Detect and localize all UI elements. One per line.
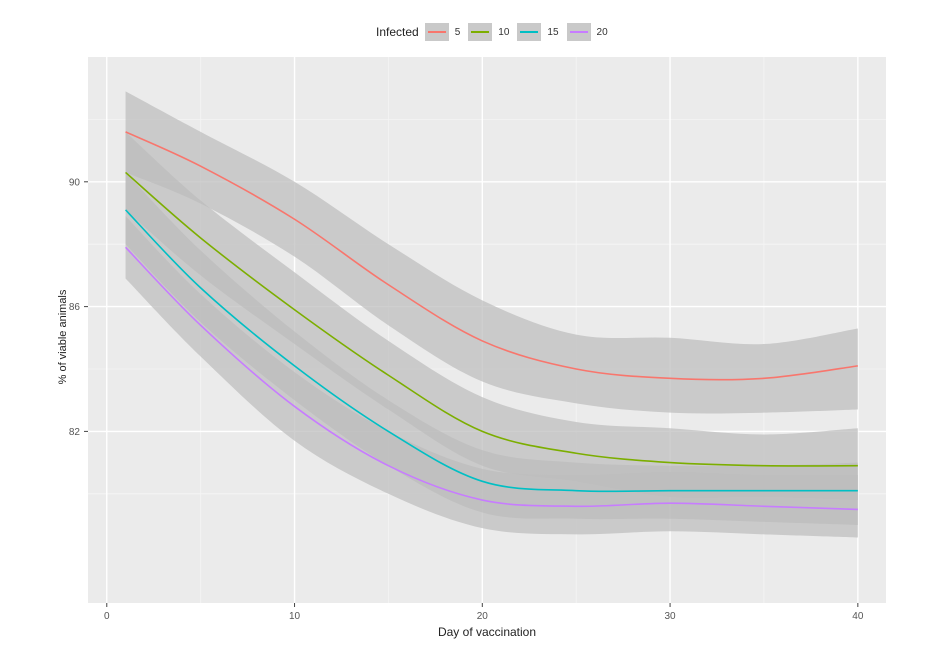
line-10: [125, 171, 858, 467]
y-axis-label: % of viable animals: [57, 289, 69, 384]
x-tick-label: 40: [852, 611, 864, 622]
legend: Infected 5 10 15 20: [0, 20, 935, 44]
legend-item-20: 20: [566, 23, 608, 41]
band-5: [125, 91, 858, 414]
legend-key-20: [566, 23, 591, 41]
x-tick-label: 0: [104, 611, 110, 622]
x-tick-label: 30: [665, 611, 677, 622]
y-tick-label: 90: [69, 177, 81, 188]
y-axis: 82 86 90: [69, 177, 88, 438]
x-tick-label: 10: [289, 611, 301, 622]
legend-label-10: 10: [498, 26, 510, 38]
legend-key-5: [424, 23, 449, 41]
series-lines: [124, 131, 858, 511]
x-tick-label: 20: [477, 611, 489, 622]
line-15: [124, 209, 858, 493]
line-5: [125, 131, 858, 381]
legend-label-20: 20: [596, 26, 608, 38]
y-tick-label: 82: [69, 427, 81, 438]
legend-item-5: 5: [424, 23, 461, 41]
line-20: [124, 246, 858, 511]
band-20: [125, 216, 858, 538]
legend-key-10: [468, 23, 493, 41]
legend-key-15: [517, 23, 542, 41]
legend-item-15: 15: [517, 23, 559, 41]
x-axis: 0 10 20 30 40: [104, 603, 864, 622]
x-axis-label: Day of vaccination: [438, 625, 536, 639]
legend-item-10: 10: [468, 23, 509, 41]
legend-label-15: 15: [547, 26, 559, 38]
legend-label-5: 5: [454, 26, 461, 38]
y-tick-label: 86: [69, 302, 81, 313]
legend-title: Infected: [376, 25, 419, 39]
